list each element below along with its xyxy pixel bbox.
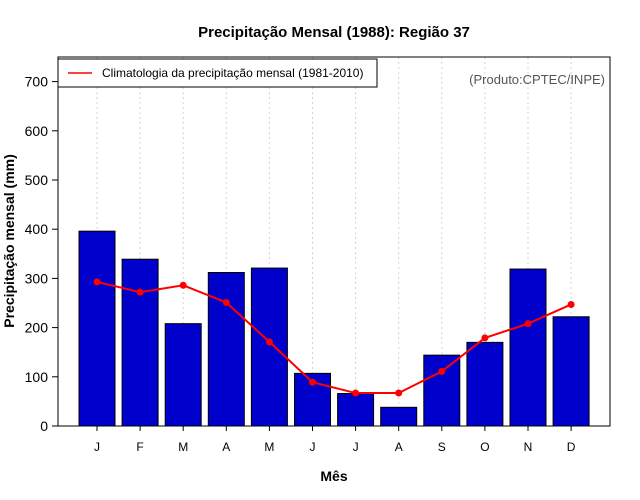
x-tick-label-5: J — [310, 440, 316, 454]
climatology-point-8 — [438, 367, 446, 375]
x-axis-label: Mês — [320, 468, 347, 484]
climatology-point-5 — [309, 378, 316, 386]
y-tick-label-2: 200 — [25, 320, 49, 336]
y-tick-label-0: 0 — [40, 418, 48, 434]
bar-4 — [250, 267, 288, 427]
bars — [78, 230, 590, 427]
plot-frame — [57, 56, 611, 427]
y-tick-label-7: 700 — [25, 74, 49, 90]
climatology-line — [93, 278, 575, 397]
x-tick-label-3: A — [222, 440, 230, 454]
bar-0 — [78, 230, 116, 427]
x-tick-label-2: M — [178, 440, 188, 454]
bar-3 — [207, 271, 245, 427]
climatology-point-7 — [395, 389, 403, 397]
chart-title: Precipitação Mensal (1988): Região 37 — [198, 24, 470, 41]
y-axis: 0 100 200 300 400 500 600 700 — [25, 74, 58, 434]
climatology-point-2 — [179, 281, 187, 289]
climatology-point-1 — [136, 288, 144, 296]
legend-label: Climatologia da precipitação mensal (198… — [102, 66, 363, 80]
x-tick-label-8: S — [438, 440, 446, 454]
bar-1 — [121, 258, 159, 427]
grid — [96, 57, 572, 426]
y-tick-label-3: 300 — [25, 270, 49, 286]
climatology-point-0 — [93, 278, 101, 286]
x-tick-label-0: J — [94, 440, 100, 454]
y-tick-label-1: 100 — [25, 369, 49, 385]
x-tick-label-11: D — [567, 440, 576, 454]
climatology-polyline — [96, 280, 572, 395]
bar-9 — [466, 341, 504, 427]
x-tick-label-10: N — [524, 440, 533, 454]
climatology-point-3 — [222, 299, 230, 307]
x-tick-label-1: F — [136, 440, 143, 454]
legend: Climatologia da precipitação mensal (198… — [57, 58, 378, 88]
climatology-point-11 — [567, 300, 575, 308]
climatology-point-6 — [352, 389, 360, 397]
x-tick-label-7: A — [395, 440, 403, 454]
x-tick-label-4: M — [264, 440, 274, 454]
bar-7 — [380, 406, 418, 427]
bar-10 — [509, 268, 547, 427]
bar-8 — [423, 354, 461, 427]
y-tick-label-4: 400 — [25, 221, 49, 237]
climatology-point-4 — [265, 338, 273, 346]
legend-box — [57, 58, 378, 88]
y-tick-label-6: 600 — [25, 123, 49, 139]
y-axis-label: Precipitação mensal (mm) — [1, 154, 17, 328]
x-tick-label-9: O — [480, 440, 489, 454]
y-tick-label-5: 500 — [25, 172, 49, 188]
bar-6 — [337, 393, 375, 427]
bar-2 — [164, 323, 202, 427]
climatology-point-9 — [481, 334, 489, 342]
bar-11 — [552, 316, 590, 427]
credit-annotation: (Produto:CPTEC/INPE) — [469, 72, 605, 87]
climatology-point-10 — [524, 320, 532, 328]
x-tick-label-6: J — [353, 440, 359, 454]
